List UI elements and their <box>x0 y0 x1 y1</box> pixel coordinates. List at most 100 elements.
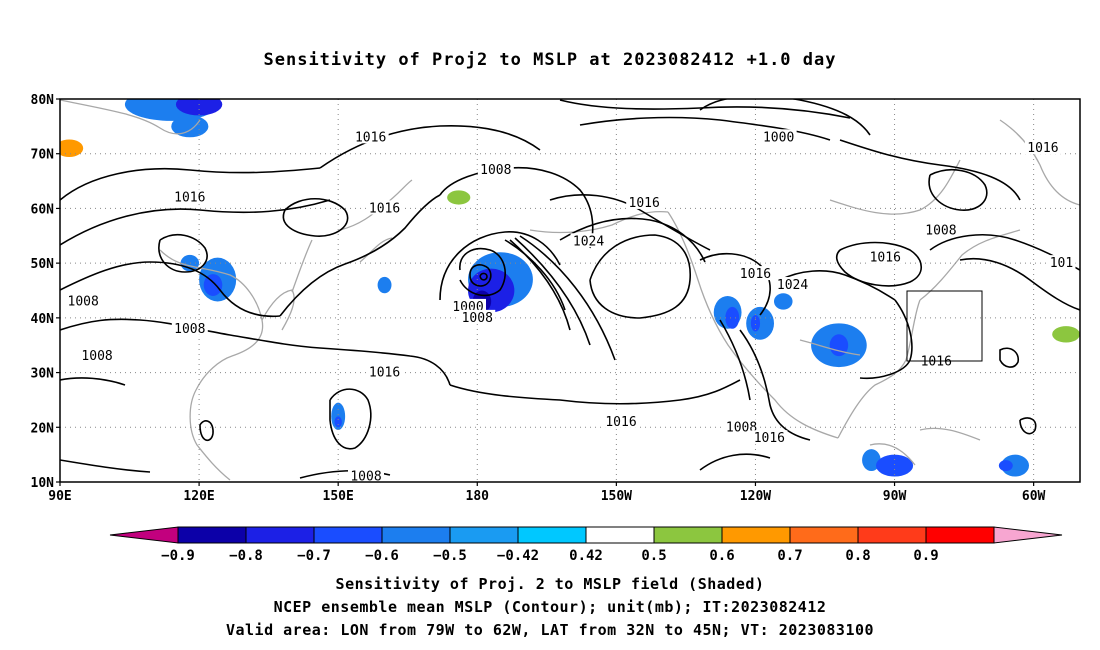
colorbar-label: −0.6 <box>365 548 399 564</box>
contour-label: 101 <box>1050 256 1073 271</box>
colorbar-max-triangle <box>993 526 1063 544</box>
y-tick-label: 70N <box>31 148 55 163</box>
colorbar-label: −0.5 <box>433 548 467 564</box>
x-tick-label: 120W <box>740 489 771 504</box>
sensitivity-patch <box>60 139 84 157</box>
contour-label-bg <box>626 194 663 209</box>
y-axis-ticks: 10N 20N 30N 40N 50N 60N 70N 80N <box>31 93 60 491</box>
contour-label-bg <box>352 129 389 144</box>
contour-label: 1008 <box>350 470 381 485</box>
colorbar-swatch <box>925 526 995 544</box>
sensitivity-patch <box>377 276 392 294</box>
contour-label-bg <box>737 266 774 281</box>
contour-label: 1008 <box>68 294 99 309</box>
contour-label-bg <box>774 277 811 292</box>
caption-line-1: Sensitivity of Proj. 2 to MSLP field (Sh… <box>335 575 765 593</box>
sensitivity-patch <box>334 416 342 428</box>
colorbar: −0.9 −0.8 −0.7 −0.6 −0.5 −0.42 0.42 0.5 0.6 0.7 0.… <box>109 526 1063 564</box>
sensitivity-patch <box>829 334 849 357</box>
x-tick-label: 60W <box>1022 489 1046 504</box>
lat-lon-grid <box>60 99 1080 482</box>
contour-label: 1016 <box>369 201 400 216</box>
colorbar-swatch <box>313 526 383 544</box>
contour-label: 1008 <box>174 322 205 337</box>
x-tick-label: 90E <box>48 489 71 504</box>
contour-label: 1016 <box>629 196 660 211</box>
contour-label-bg <box>867 249 904 264</box>
plot-frame <box>59 98 1081 483</box>
contour-label-bg <box>723 419 760 434</box>
contour-label-bg <box>1047 255 1076 270</box>
colorbar-swatch <box>449 526 519 544</box>
colorbar-label: 0.42 <box>569 548 603 564</box>
caption-line-3: Valid area: LON from 79W to 62W, LAT fro… <box>225 621 875 639</box>
colorbar-swatch <box>177 526 247 544</box>
sensitivity-patch <box>1052 326 1080 343</box>
x-tick-label: 150W <box>601 489 632 504</box>
x-tick-label: 180 <box>466 489 490 504</box>
colorbar-swatch <box>381 526 451 544</box>
colorbar-swatch <box>517 526 587 544</box>
x-tick-label: 150E <box>323 489 354 504</box>
sensitivity-patch <box>774 293 793 310</box>
x-tick-label: 90W <box>883 489 907 504</box>
colorbar-label: −0.42 <box>497 548 539 564</box>
contour-label-bg <box>171 189 208 204</box>
contour-label-bg <box>922 222 959 237</box>
colorbar-swatch <box>857 526 927 544</box>
contour-label: 1008 <box>81 349 112 364</box>
contour-label-bg <box>348 468 384 483</box>
contour-label: 1016 <box>369 366 400 381</box>
colorbar-label: 0.7 <box>777 548 802 564</box>
sensitivity-patch <box>203 274 223 296</box>
contour-labels: 1016 1000 1016 1008 1016 1016 1016 1024 1008 1016… <box>65 129 1076 485</box>
contour-label: 1016 <box>740 267 771 282</box>
colorbar-label: 0.5 <box>641 548 666 564</box>
y-tick-label: 80N <box>31 93 55 108</box>
sensitivity-patch <box>447 190 471 205</box>
y-tick-label: 40N <box>31 312 55 327</box>
y-tick-label: 20N <box>31 421 55 436</box>
valid-area-box <box>906 290 983 362</box>
contour-label: 1024 <box>777 278 808 293</box>
sensitivity-patch <box>1001 454 1029 477</box>
sensitivity-patch <box>876 454 914 477</box>
contour-label: 1008 <box>925 223 956 238</box>
x-axis-ticks: 90E 120E 150E 180 150W 120W 90W 60W <box>48 482 1046 504</box>
colorbar-label: 0.9 <box>913 548 938 564</box>
sensitivity-patch <box>725 306 740 329</box>
contour-label-bg <box>450 298 486 313</box>
coastlines <box>60 99 1080 481</box>
colorbar-swatch <box>245 526 315 544</box>
x-tick-label: 120E <box>183 489 214 504</box>
contour-label-bg <box>751 430 788 445</box>
contour-label: 1016 <box>754 431 785 446</box>
contour-label-bg <box>171 320 208 335</box>
contour-label: 1016 <box>605 415 636 430</box>
contour-label-bg <box>477 162 514 177</box>
contour-label-bg <box>366 364 403 379</box>
colorbar-swatch <box>789 526 859 544</box>
contour-label: 1016 <box>870 251 901 266</box>
colorbar-label: −0.8 <box>229 548 263 564</box>
contour-label: 1024 <box>573 234 604 249</box>
colorbar-swatch <box>653 526 723 544</box>
colorbar-label: 0.6 <box>709 548 734 564</box>
contour-label-bg <box>603 413 639 428</box>
colorbar-label: −0.9 <box>161 548 195 564</box>
contour-label: 1016 <box>355 130 386 145</box>
contour-label-bg <box>570 233 607 248</box>
colorbar-label: 0.8 <box>845 548 870 564</box>
contour-label-bg <box>65 293 102 308</box>
sensitivity-patch <box>175 99 223 116</box>
sensitivity-patch <box>998 460 1013 472</box>
contour-label-bg <box>366 200 403 215</box>
caption-line-2: NCEP ensemble mean MSLP (Contour); unit(… <box>273 598 827 616</box>
colorbar-min-triangle <box>109 526 179 544</box>
contour-label: 1016 <box>174 190 205 205</box>
contour-label: 1000 <box>763 130 794 145</box>
contour-label-bg <box>459 309 496 324</box>
colorbar-swatch <box>721 526 791 544</box>
y-tick-label: 50N <box>31 257 55 272</box>
